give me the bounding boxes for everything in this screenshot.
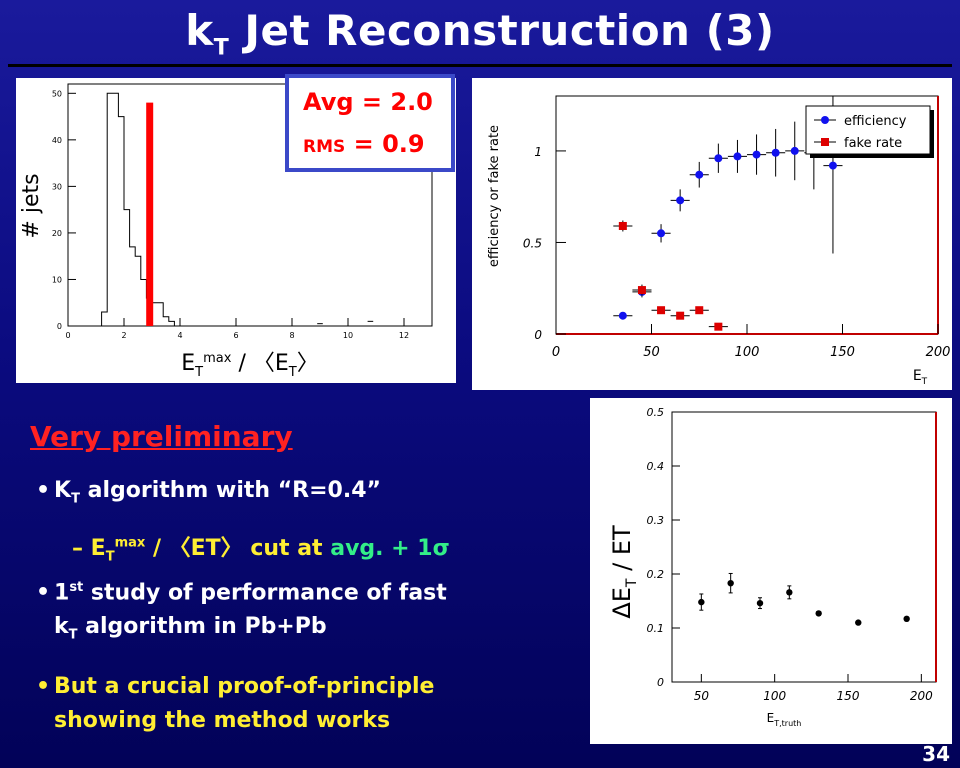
efficiency-panel: 0 0.5 1 0 50 100 150 200 efficiency or fake rate… — [472, 78, 952, 390]
legend-label: fake rate — [844, 136, 902, 151]
resolution-point — [855, 619, 862, 626]
page-number: 34 — [922, 742, 950, 766]
x-tick-label: 150 — [837, 689, 860, 703]
resolution-point — [815, 610, 822, 617]
resolution-point — [698, 598, 705, 606]
y-tick-label: 30 — [52, 182, 62, 191]
y-tick-label: 20 — [52, 229, 62, 238]
stats-box: Avg = 2.0 RMS = 0.9 — [285, 74, 455, 172]
x-tick-label: 50 — [694, 689, 710, 703]
fake-rate-point — [714, 322, 723, 331]
legend-efficiency-marker — [821, 116, 829, 124]
efficiency-point — [657, 229, 666, 238]
efficiency-point — [618, 311, 627, 320]
x-tick-label: 100 — [763, 689, 786, 703]
fake-rate-point — [637, 286, 646, 295]
x-tick-label: 200 — [926, 345, 951, 360]
efficiency-point — [714, 154, 723, 163]
resolution-point — [727, 579, 734, 587]
y-axis-label: # jets — [19, 173, 44, 238]
cut-marker-line — [146, 102, 154, 326]
y-tick-label: 0 — [57, 322, 62, 331]
resolution-point — [786, 589, 793, 596]
resolution-point — [756, 599, 764, 607]
bullet-algorithm: • KT algorithm with “R=0.4” — [36, 478, 381, 507]
x-tick-label: 12 — [399, 331, 409, 340]
x-tick-label: 100 — [735, 345, 760, 360]
y-axis-label: ΔET / ET — [608, 525, 640, 619]
x-tick-label: 0 — [552, 345, 560, 360]
fake-rate-point — [676, 311, 685, 320]
resolution-point — [903, 615, 910, 623]
x-tick-label: 0 — [65, 331, 70, 340]
fake-rate-point — [657, 306, 666, 315]
x-axis-label: ET — [913, 368, 928, 387]
efficiency-point — [676, 196, 685, 205]
fake-rate-point — [695, 306, 704, 315]
rms-label: RMS = 0.9 — [303, 130, 425, 158]
bullet-proof-line2: showing the method works — [54, 708, 391, 733]
bullet-cut: – ETmax / 〈ET〉 cut at avg. + 1σ — [72, 535, 450, 565]
x-tick-label: 6 — [233, 331, 238, 340]
y-tick-label: 1 — [534, 145, 542, 159]
x-tick-label: 8 — [289, 331, 294, 340]
x-axis-label: ETmax / 〈ET〉 — [181, 351, 318, 380]
x-tick-label: 200 — [910, 689, 933, 703]
efficiency-point — [752, 150, 761, 159]
y-tick-label: 0.2 — [647, 568, 665, 581]
legend-fake-marker — [821, 138, 829, 146]
resolution-frame — [671, 411, 937, 683]
efficiency-point — [771, 148, 780, 157]
resolution-panel: 0 0.1 0.2 0.3 0.4 0.5 50 100 150 200 ΔET / ET ET,tr… — [590, 398, 952, 744]
efficiency-point — [733, 152, 742, 161]
efficiency-point — [790, 146, 799, 155]
efficiency-point — [828, 161, 837, 170]
y-tick-label: 0.1 — [647, 622, 665, 635]
x-tick-label: 2 — [121, 331, 126, 340]
y-tick-label: 0 — [657, 676, 664, 689]
x-tick-label: 50 — [643, 345, 660, 360]
y-tick-label: 50 — [52, 89, 62, 98]
efficiency-chart: 0 0.5 1 0 50 100 150 200 efficiency or fake rate… — [487, 95, 951, 387]
y-tick-label: 10 — [52, 275, 62, 284]
y-tick-label: 0.5 — [647, 406, 665, 419]
y-tick-label: 0.4 — [647, 460, 665, 473]
y-tick-label: 0.3 — [647, 514, 665, 527]
bullet-first-study: • 1st study of performance of fast — [36, 580, 447, 606]
preliminary-heading: Very preliminary — [30, 420, 293, 453]
bullet-first-study-line2: kT algorithm in Pb+Pb — [54, 614, 327, 643]
y-tick-label: 40 — [52, 136, 62, 145]
y-tick-label: 0 — [534, 328, 542, 342]
y-axis-label: efficiency or fake rate — [487, 125, 502, 267]
efficiency-point — [695, 170, 704, 179]
bullet-proof: • But a crucial proof-of-principle — [36, 674, 435, 699]
slide-title: kT Jet Reconstruction (3) — [185, 6, 775, 61]
resolution-chart: 0 0.1 0.2 0.3 0.4 0.5 50 100 150 200 ΔET / ET ET,tr… — [608, 406, 937, 728]
x-tick-label: 150 — [830, 345, 855, 360]
fake-rate-point — [618, 221, 627, 230]
avg-label: Avg = 2.0 — [303, 88, 433, 116]
y-tick-label: 0.5 — [523, 236, 542, 250]
legend-label: efficiency — [844, 114, 907, 129]
x-axis-label: ET,truth — [767, 711, 802, 728]
x-tick-label: 10 — [343, 331, 353, 340]
x-tick-label: 4 — [177, 331, 182, 340]
histogram-steps — [96, 92, 175, 327]
title-underline — [8, 64, 952, 67]
